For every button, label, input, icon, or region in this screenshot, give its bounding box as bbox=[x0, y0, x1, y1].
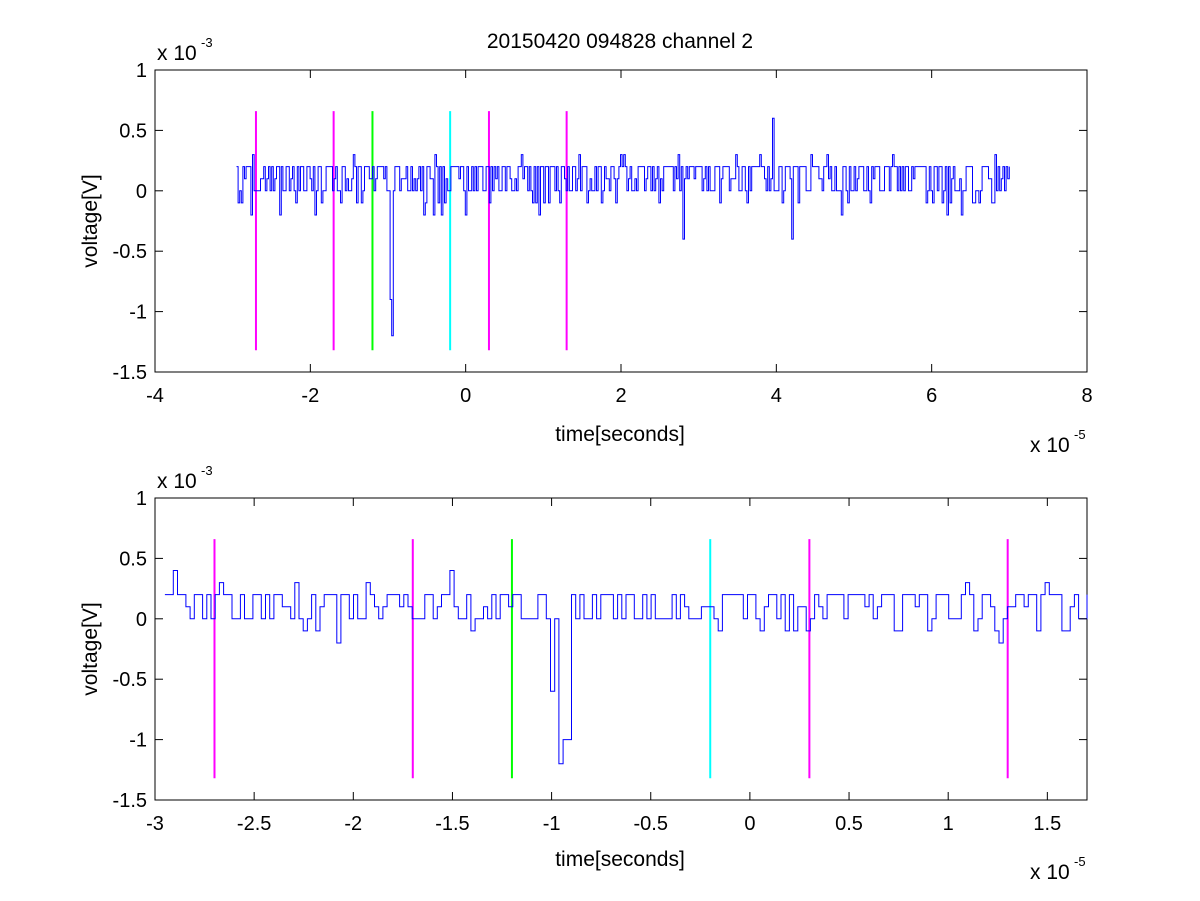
top-x-tick-label: -4 bbox=[146, 385, 164, 407]
top-y-ticks: -1.5 -1 -0.5 0 0.5 1 bbox=[113, 60, 1087, 384]
bottom-x-tick-label: -2.5 bbox=[237, 813, 271, 835]
top-axes: -4 -2 0 2 4 6 8 -1.5-1-0.500.51 time[seconds] … bbox=[79, 35, 1093, 457]
figure-title: 20150420 094828 channel 2 bbox=[487, 30, 753, 53]
bottom-y-tick-label: -0.5 bbox=[113, 669, 147, 691]
bottom-y-ticks: -1.5 -1 -0.5 0 0.5 1 bbox=[113, 488, 1087, 812]
top-y-tick-label: 0 bbox=[136, 181, 147, 203]
top-x-tick-label: 4 bbox=[771, 385, 782, 407]
bottom-x-multiplier: x 10 bbox=[1030, 861, 1070, 884]
bottom-axes: -3 -2.5 -2 -1.5 -1 -0.5 0 0.5 1 1.5 -1.5 -1 -0.5 0 0.… bbox=[79, 463, 1088, 884]
top-y-tick-label: 0.5 bbox=[119, 120, 147, 142]
top-x-tick-label: 6 bbox=[926, 385, 937, 407]
top-x-tick-label: 2 bbox=[615, 385, 626, 407]
top-y-tick-label: -1.5 bbox=[113, 362, 147, 384]
bottom-x-tick-label: -3 bbox=[146, 813, 164, 835]
top-y-axis-label: voltage[V] bbox=[79, 174, 102, 267]
bottom-x-ticks: -3 -2.5 -2 -1.5 -1 -0.5 0 0.5 1 1.5 bbox=[146, 498, 1061, 835]
top-x-tick-label: 8 bbox=[1081, 385, 1092, 407]
bottom-y-tick-label: -1.5 bbox=[113, 790, 147, 812]
bottom-y-multiplier: x 10 bbox=[157, 470, 197, 493]
bottom-x-tick-label: -1.5 bbox=[435, 813, 469, 835]
bottom-y-tick-label: 0 bbox=[136, 609, 147, 631]
top-marker-lines bbox=[254, 111, 568, 351]
top-y-tick-label: -0.5 bbox=[113, 241, 147, 263]
bottom-x-tick-label: 0.5 bbox=[835, 813, 863, 835]
bottom-y-tick-label: 1 bbox=[136, 488, 147, 510]
top-x-tick-label: 0 bbox=[460, 385, 471, 407]
top-x-ticks: -4 -2 0 2 4 6 8 bbox=[146, 70, 1093, 407]
top-x-multiplier: x 10 bbox=[1030, 434, 1070, 457]
bottom-x-tick-label: 1 bbox=[943, 813, 954, 835]
top-x-exponent: -5 bbox=[1074, 427, 1086, 442]
bottom-y-exponent: -3 bbox=[201, 463, 213, 478]
top-signal-trace bbox=[236, 117, 1010, 337]
bottom-x-tick-label: 1.5 bbox=[1033, 813, 1061, 835]
bottom-x-tick-label: -1 bbox=[543, 813, 561, 835]
bottom-y-tick-label: 0.5 bbox=[119, 548, 147, 570]
bottom-x-tick-label: -2 bbox=[344, 813, 362, 835]
top-y-tick-label: 1 bbox=[136, 60, 147, 82]
top-y-exponent: -3 bbox=[201, 35, 213, 50]
top-axes-frame bbox=[154, 69, 1088, 373]
bottom-x-exponent: -5 bbox=[1074, 854, 1086, 869]
top-y-multiplier: x 10 bbox=[157, 42, 197, 65]
bottom-x-axis-label: time[seconds] bbox=[555, 848, 685, 871]
bottom-x-tick-label: 0 bbox=[744, 813, 755, 835]
bottom-axes-frame bbox=[154, 497, 1088, 801]
top-y-tick-label: -1 bbox=[129, 302, 147, 324]
bottom-y-axis-label: voltage[V] bbox=[79, 602, 102, 695]
bottom-x-tick-label: -0.5 bbox=[634, 813, 668, 835]
bottom-signal-trace bbox=[164, 570, 1088, 765]
top-x-tick-label: -2 bbox=[301, 385, 319, 407]
bottom-marker-lines bbox=[213, 539, 1009, 779]
bottom-y-tick-label: -1 bbox=[129, 730, 147, 752]
top-x-axis-label: time[seconds] bbox=[555, 423, 685, 446]
